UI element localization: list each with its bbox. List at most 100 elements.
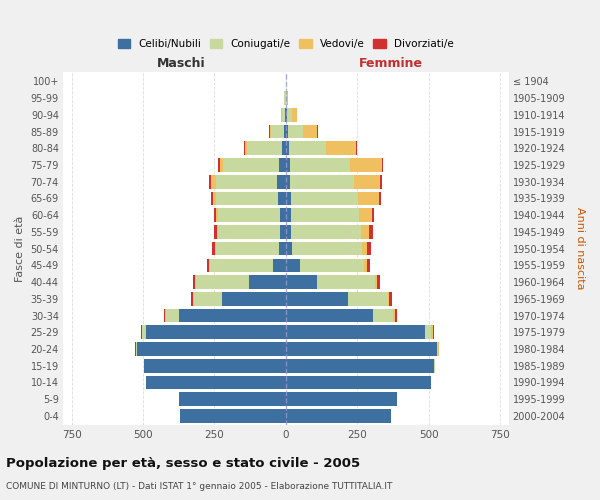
Bar xyxy=(284,91,286,105)
Bar xyxy=(286,342,437,356)
Bar xyxy=(213,192,217,205)
Bar xyxy=(180,409,286,423)
Bar xyxy=(207,258,209,272)
Bar xyxy=(165,308,166,322)
Bar xyxy=(290,158,350,172)
Bar xyxy=(380,175,382,188)
Bar xyxy=(348,292,388,306)
Bar xyxy=(142,326,146,339)
Bar xyxy=(271,124,284,138)
Bar xyxy=(286,308,373,322)
Bar xyxy=(216,175,277,188)
Bar xyxy=(209,258,210,272)
Bar xyxy=(248,275,286,289)
Bar xyxy=(290,175,355,188)
Bar xyxy=(193,292,194,306)
Bar xyxy=(287,124,303,138)
Bar xyxy=(287,91,289,105)
Bar xyxy=(303,124,317,138)
Bar xyxy=(286,326,425,339)
Bar xyxy=(278,192,286,205)
Bar xyxy=(326,142,356,155)
Bar xyxy=(389,292,392,306)
Bar xyxy=(286,175,290,188)
Bar xyxy=(286,376,431,390)
Bar xyxy=(375,275,377,289)
Bar xyxy=(218,158,220,172)
Bar xyxy=(196,275,248,289)
Text: Femmine: Femmine xyxy=(358,56,422,70)
Bar xyxy=(193,275,195,289)
Bar xyxy=(217,225,218,239)
Bar xyxy=(286,208,291,222)
Bar xyxy=(244,142,245,155)
Bar xyxy=(317,275,375,289)
Bar xyxy=(195,275,196,289)
Bar xyxy=(223,158,278,172)
Bar xyxy=(280,208,286,222)
Bar xyxy=(286,108,287,122)
Bar xyxy=(286,225,291,239)
Bar xyxy=(286,158,290,172)
Bar xyxy=(210,258,273,272)
Bar xyxy=(372,208,374,222)
Bar xyxy=(395,308,397,322)
Bar xyxy=(373,308,394,322)
Bar xyxy=(277,175,286,188)
Text: Maschi: Maschi xyxy=(157,56,205,70)
Y-axis label: Fasce di età: Fasce di età xyxy=(15,216,25,282)
Bar xyxy=(358,192,379,205)
Bar xyxy=(350,158,382,172)
Bar xyxy=(218,225,280,239)
Bar xyxy=(278,242,286,256)
Bar xyxy=(216,242,278,256)
Bar xyxy=(388,292,389,306)
Bar xyxy=(220,158,223,172)
Bar xyxy=(291,192,358,205)
Text: Popolazione per età, sesso e stato civile - 2005: Popolazione per età, sesso e stato civil… xyxy=(6,458,360,470)
Bar xyxy=(289,142,326,155)
Bar xyxy=(212,242,215,256)
Bar xyxy=(369,225,373,239)
Bar xyxy=(291,208,359,222)
Bar xyxy=(359,208,372,222)
Bar xyxy=(286,392,397,406)
Bar xyxy=(286,292,348,306)
Bar xyxy=(216,208,218,222)
Bar xyxy=(281,142,286,155)
Bar xyxy=(211,192,213,205)
Bar xyxy=(433,326,434,339)
Bar xyxy=(292,242,362,256)
Bar xyxy=(214,225,217,239)
Bar xyxy=(278,158,286,172)
Bar xyxy=(221,292,286,306)
Bar xyxy=(425,326,431,339)
Bar xyxy=(379,192,382,205)
Bar xyxy=(286,242,292,256)
Legend: Celibi/Nubili, Coniugati/e, Vedovi/e, Divorziati/e: Celibi/Nubili, Coniugati/e, Vedovi/e, Di… xyxy=(118,38,454,48)
Bar xyxy=(377,275,380,289)
Bar xyxy=(284,124,286,138)
Bar xyxy=(286,275,317,289)
Bar xyxy=(362,242,367,256)
Bar xyxy=(217,192,278,205)
Bar xyxy=(269,124,271,138)
Bar xyxy=(356,142,357,155)
Bar xyxy=(146,376,286,390)
Bar xyxy=(286,91,287,105)
Bar xyxy=(247,142,281,155)
Bar xyxy=(355,175,380,188)
Bar xyxy=(286,142,289,155)
Bar xyxy=(286,409,391,423)
Bar xyxy=(137,342,286,356)
Y-axis label: Anni di nascita: Anni di nascita xyxy=(575,208,585,290)
Bar xyxy=(437,342,438,356)
Bar xyxy=(145,359,286,372)
Bar xyxy=(211,175,216,188)
Bar xyxy=(280,225,286,239)
Bar xyxy=(215,242,216,256)
Bar xyxy=(286,192,291,205)
Bar xyxy=(285,108,286,122)
Bar xyxy=(245,142,247,155)
Bar xyxy=(194,292,221,306)
